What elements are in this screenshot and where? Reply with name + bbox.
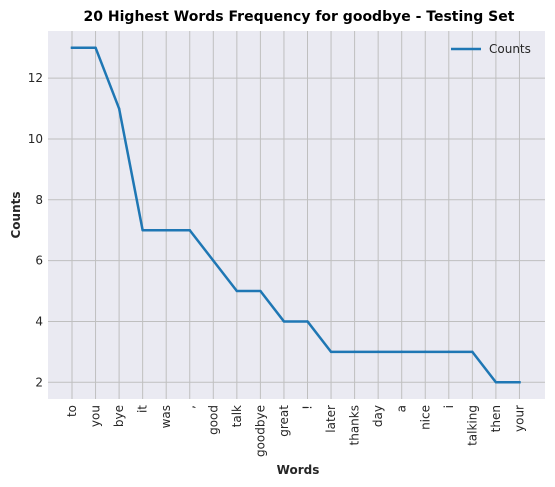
- data-point: [141, 229, 144, 232]
- data-point: [235, 289, 239, 293]
- data-point: [376, 350, 380, 354]
- plot-background: [48, 31, 545, 399]
- data-point: [117, 107, 121, 110]
- data-point: [188, 229, 191, 232]
- x-tick-label: talking: [465, 405, 479, 446]
- x-tick-label: goodbye: [253, 405, 267, 457]
- x-tick-label: talk: [230, 405, 244, 427]
- x-tick-label: you: [89, 405, 103, 427]
- y-tick-label: 2: [35, 375, 43, 389]
- x-tick-label: thanks: [348, 405, 362, 445]
- data-point: [447, 350, 450, 354]
- x-tick-labels: to you bye it was, good talk goodbye great! later…: [65, 405, 526, 457]
- y-axis-title: Counts: [9, 191, 23, 238]
- x-tick-label: ,: [183, 405, 197, 409]
- data-point: [518, 381, 521, 384]
- data-point: [471, 350, 474, 354]
- x-tick-label: !: [301, 405, 315, 410]
- data-point: [212, 259, 215, 262]
- x-tick-label: day: [371, 405, 385, 427]
- x-tick-label: it: [136, 405, 150, 413]
- data-point: [353, 350, 356, 354]
- x-tick-label: to: [65, 405, 79, 417]
- x-tick-label: great: [277, 405, 291, 437]
- data-point: [424, 350, 427, 354]
- x-tick-label: then: [489, 405, 503, 432]
- x-tick-label: good: [206, 405, 220, 435]
- series-line-counts: [70, 46, 521, 384]
- series-layer: [70, 46, 521, 384]
- y-tick-label: 6: [35, 254, 43, 268]
- data-point: [165, 229, 168, 232]
- x-axis-title: Words: [277, 463, 320, 477]
- y-tick-label: 12: [28, 71, 43, 85]
- grid: [48, 31, 545, 399]
- data-point: [94, 46, 97, 49]
- x-tick-label: bye: [112, 405, 126, 427]
- data-point: [259, 289, 262, 293]
- data-point: [400, 350, 403, 354]
- y-tick-label: 10: [28, 132, 43, 146]
- y-tick-label: 8: [35, 193, 43, 207]
- legend-label-counts: Counts: [489, 42, 531, 56]
- x-tick-label: later: [324, 405, 338, 433]
- chart-title: 20 Highest Words Frequency for goodbye -…: [84, 9, 515, 25]
- data-point: [306, 320, 309, 323]
- data-point: [329, 350, 333, 354]
- x-tick-label: a: [395, 405, 409, 412]
- legend: Counts: [451, 42, 531, 56]
- x-tick-label: was: [159, 405, 173, 428]
- data-point: [494, 381, 498, 384]
- data-point: [70, 46, 74, 49]
- x-tick-label: nice: [418, 405, 432, 430]
- x-tick-label: your: [512, 405, 526, 432]
- y-tick-labels: 2 4 6 8 10 12: [28, 71, 43, 389]
- y-tick-label: 4: [35, 314, 43, 328]
- x-tick-label: i: [442, 405, 456, 408]
- data-point: [282, 320, 286, 323]
